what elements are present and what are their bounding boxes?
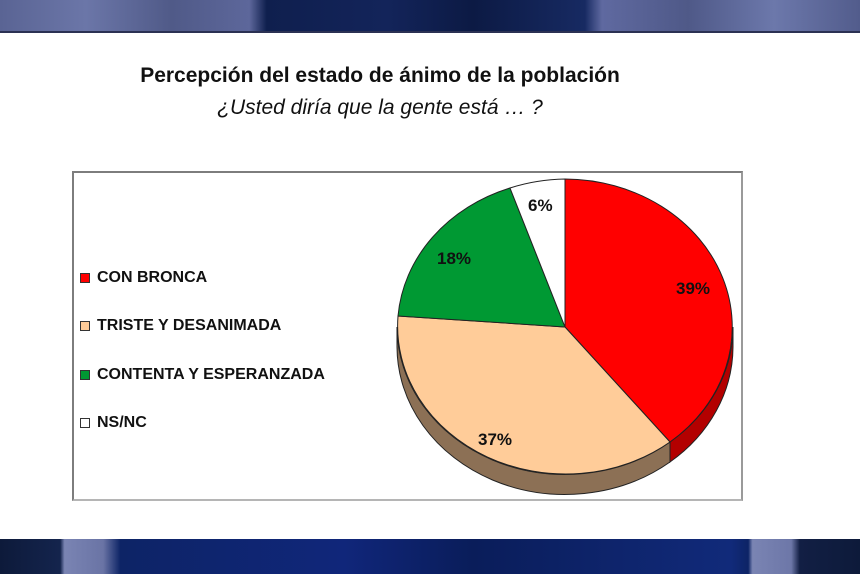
legend-label: NS/NC xyxy=(97,414,147,431)
legend-swatch-tan xyxy=(80,321,90,331)
legend-label: TRISTE Y DESANIMADA xyxy=(97,317,282,334)
pie-slice-triste xyxy=(397,315,671,475)
legend-swatch-white xyxy=(80,418,90,428)
legend-item-nsnc: NS/NC xyxy=(80,413,147,433)
chart-title: Percepción del estado de ánimo de la pob… xyxy=(140,64,620,87)
pie-label-triste: 37% xyxy=(478,430,512,449)
legend-item-contenta: CONTENTA Y ESPERANZADA xyxy=(80,365,325,385)
legend-swatch-green xyxy=(80,370,90,380)
pie-label-nsnc: 6% xyxy=(528,196,553,215)
chart-subtitle: ¿Usted diría que la gente está … ? xyxy=(217,96,543,119)
decorative-top-band xyxy=(0,0,860,33)
pie-slice-nsnc xyxy=(509,178,566,328)
legend-label: CON BRONCA xyxy=(97,269,208,286)
legend-swatch-red xyxy=(80,273,90,283)
pie-label-contenta: 18% xyxy=(437,249,471,268)
legend-label: CONTENTA Y ESPERANZADA xyxy=(97,366,325,383)
pie-label-con-bronca: 39% xyxy=(676,279,710,298)
legend-item-triste: TRISTE Y DESANIMADA xyxy=(80,316,281,336)
pie-slice-con-bronca xyxy=(564,178,733,443)
legend-item-con-bronca: CON BRONCA xyxy=(80,268,207,288)
decorative-bottom-band xyxy=(0,539,860,574)
